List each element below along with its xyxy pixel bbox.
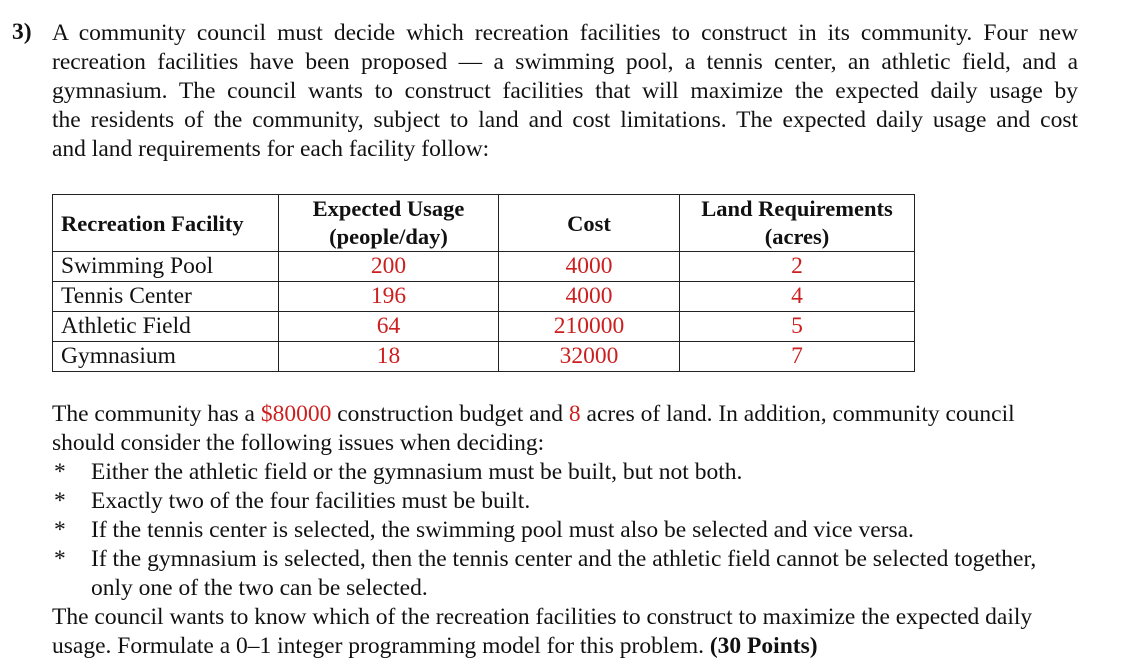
cell-facility: Tennis Center xyxy=(52,281,279,312)
table-row: Athletic Field 64 210000 5 xyxy=(52,311,915,342)
cell-land: 4 xyxy=(679,281,915,312)
cell-usage: 196 xyxy=(278,281,499,312)
cell-land: 5 xyxy=(679,311,915,342)
closing-line1: The council wants to know which of the r… xyxy=(52,604,1033,630)
asterisk-bullet-icon: * xyxy=(54,459,66,485)
header-land-line2: (acres) xyxy=(764,224,830,249)
question-intro: A community council must decide which re… xyxy=(52,19,1078,164)
header-facility: Recreation Facility xyxy=(52,194,279,252)
intro-line: gymnasium. The council wants to construc… xyxy=(52,78,1078,104)
text-fragment: usage. Formulate a 0–1 integer programmi… xyxy=(52,633,710,659)
cell-facility: Athletic Field xyxy=(52,311,279,342)
cell-facility: Gymnasium xyxy=(52,341,279,372)
cell-usage: 18 xyxy=(278,341,499,372)
cell-usage: 64 xyxy=(278,311,499,342)
asterisk-bullet-icon: * xyxy=(54,546,66,572)
bullet-text: Exactly two of the four facilities must … xyxy=(91,488,531,514)
constraints-line2: should consider the following issues whe… xyxy=(52,430,545,456)
intro-line: and land requirements for each facility … xyxy=(52,136,490,162)
text-fragment: construction budget and xyxy=(331,401,569,427)
budget-value: $80000 xyxy=(260,401,332,427)
header-land: Land Requirements (acres) xyxy=(679,194,915,252)
header-cost: Cost xyxy=(498,194,680,252)
question-number: 3) xyxy=(12,19,32,45)
cell-cost: 210000 xyxy=(498,311,680,342)
cell-land: 7 xyxy=(679,341,915,372)
cell-facility: Swimming Pool xyxy=(52,251,279,282)
constraints-line1: The community has a $80000 construction … xyxy=(52,400,1078,429)
cell-land: 2 xyxy=(679,251,915,282)
header-usage-line2: (people/day) xyxy=(329,224,448,249)
table-row: Tennis Center 196 4000 4 xyxy=(52,281,915,312)
bullet-text: only one of the two can be selected. xyxy=(91,575,428,601)
asterisk-bullet-icon: * xyxy=(54,488,66,514)
list-item: * If the tennis center is selected, the … xyxy=(52,516,1078,545)
header-land-line1: Land Requirements xyxy=(701,196,893,221)
text-fragment: The community has a xyxy=(52,401,261,427)
cell-cost: 4000 xyxy=(498,251,680,282)
list-item: * If the gymnasium is selected, then the… xyxy=(52,545,1078,603)
closing-paragraph: The council wants to know which of the r… xyxy=(52,603,1078,661)
bullet-text: If the gymnasium is selected, then the t… xyxy=(91,546,1037,572)
header-usage-line1: Expected Usage xyxy=(312,196,465,221)
issue-list: * Either the athletic field or the gymna… xyxy=(52,458,1078,603)
intro-line: the residents of the community, subject … xyxy=(52,107,1078,133)
asterisk-bullet-icon: * xyxy=(54,517,66,543)
facility-table: Recreation Facility Expected Usage (peop… xyxy=(52,194,915,372)
cell-cost: 32000 xyxy=(498,341,680,372)
points-label: (30 Points) xyxy=(709,633,818,659)
acres-value: 8 xyxy=(568,401,581,427)
bullet-text: If the tennis center is selected, the sw… xyxy=(91,517,914,543)
table-row: Gymnasium 18 32000 7 xyxy=(52,341,915,372)
intro-line: recreation facilities have been proposed… xyxy=(52,49,1078,75)
list-item: * Exactly two of the four facilities mus… xyxy=(52,487,1078,516)
table-header-row: Recreation Facility Expected Usage (peop… xyxy=(52,194,915,252)
text-fragment: acres of land. In addition, community co… xyxy=(580,401,1015,427)
closing-line2: usage. Formulate a 0–1 integer programmi… xyxy=(52,632,1078,661)
intro-line: A community council must decide which re… xyxy=(52,20,1078,46)
header-usage: Expected Usage (people/day) xyxy=(278,194,499,252)
list-item: * Either the athletic field or the gymna… xyxy=(52,458,1078,487)
bullet-text: Either the athletic field or the gymnasi… xyxy=(91,459,743,485)
cell-cost: 4000 xyxy=(498,281,680,312)
table-row: Swimming Pool 200 4000 2 xyxy=(52,251,915,282)
cell-usage: 200 xyxy=(278,251,499,282)
constraints-intro: The community has a $80000 construction … xyxy=(52,400,1078,458)
